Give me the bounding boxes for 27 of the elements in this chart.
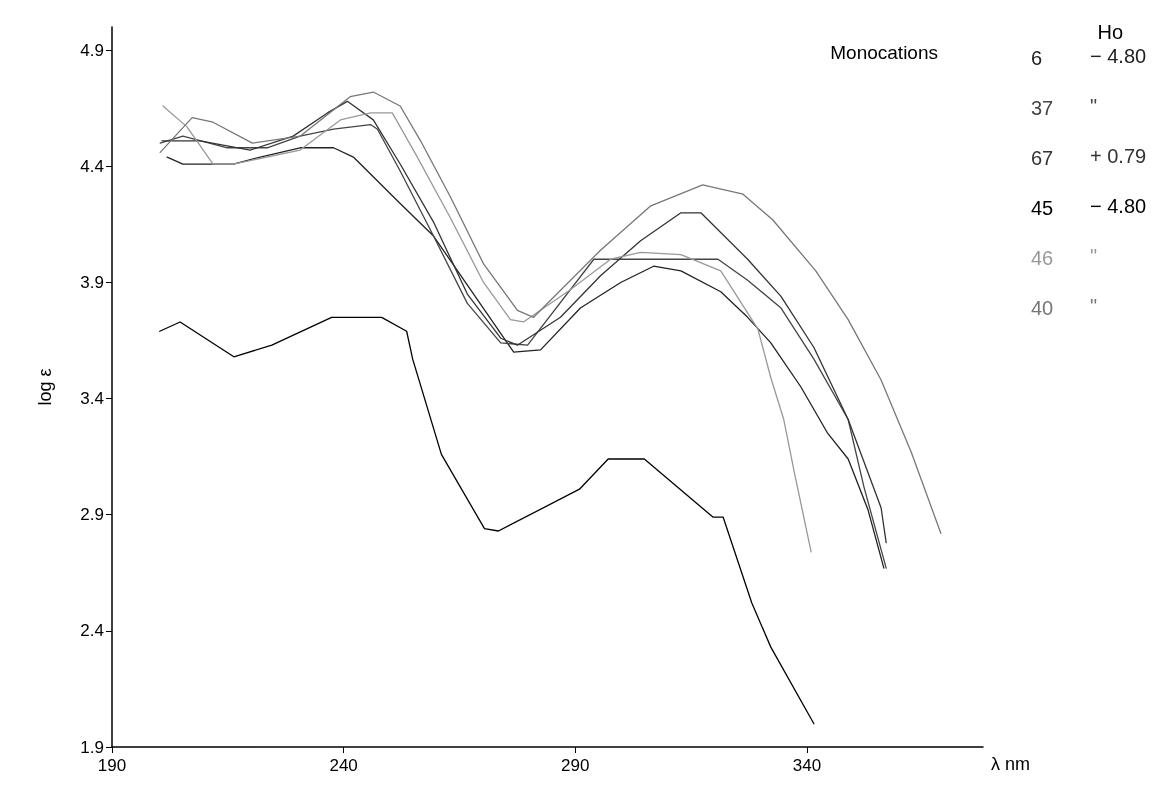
text: Monocations: [830, 42, 939, 63]
text: 67: [1031, 147, 1054, 169]
y-tick-label: 2.4: [80, 621, 104, 641]
x-axis-title: λ nm: [991, 754, 1031, 774]
y-tick-label: 1.9: [80, 737, 104, 757]
y-tick-label: 3.4: [80, 389, 104, 409]
text: 40: [1031, 297, 1054, 319]
legend-title: Ho: [1097, 21, 1124, 43]
text: 6: [1031, 47, 1043, 69]
x-tick-label: 340: [792, 756, 822, 775]
y-tick-label: 2.9: [80, 505, 104, 525]
text: ": [1090, 295, 1098, 317]
text: 37: [1031, 97, 1054, 119]
y-tick-label: 4.9: [80, 40, 104, 60]
x-tick-label: 240: [329, 756, 358, 775]
x-tick-label: 290: [561, 756, 590, 775]
text: + 0.79: [1090, 145, 1147, 167]
text: − 4.80: [1090, 45, 1147, 67]
text: − 4.80: [1090, 195, 1147, 217]
x-tick-label: 190: [97, 756, 127, 775]
y-tick-label: 3.9: [80, 272, 104, 292]
y-tick-label: 4.4: [80, 156, 104, 176]
text: ": [1090, 245, 1098, 267]
text: ": [1090, 95, 1098, 117]
text: 45: [1031, 197, 1054, 219]
y-axis-title: log ε: [35, 368, 55, 406]
text: 46: [1031, 247, 1054, 269]
